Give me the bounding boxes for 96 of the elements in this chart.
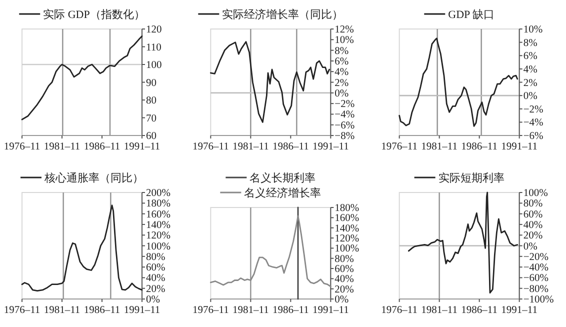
legend-label: GDP 缺口: [448, 8, 495, 21]
y-tick-label: 180%: [146, 198, 171, 210]
y-tick-label: 140%: [334, 223, 360, 234]
line-series: [408, 192, 518, 294]
x-tick-label: 1976–11: [4, 142, 40, 152]
legend-label: 名义经济增长率: [244, 186, 322, 200]
x-tick-label: 1976–11: [192, 142, 229, 152]
x-tick-label: 1981–11: [421, 142, 458, 152]
y-tick-label: 90: [146, 78, 156, 89]
y-tick-label: −60%: [523, 273, 549, 284]
y-tick-label: 0%: [523, 241, 538, 252]
y-tick-label: 80%: [334, 254, 354, 265]
y-tick-label: 12%: [334, 24, 354, 36]
x-tick-label: 1981–11: [421, 305, 458, 316]
y-tick-label: 180%: [334, 203, 360, 214]
legend-label: 实际经济增长率（同比）: [222, 8, 344, 21]
y-tick-label: 0%: [334, 88, 349, 100]
x-tick-label: 1991–11: [501, 305, 538, 316]
y-tick-label: 100%: [523, 188, 548, 199]
y-tick-label: −2%: [334, 99, 355, 110]
y-tick-label: −2%: [523, 104, 544, 116]
y-tick-label: 4%: [523, 64, 538, 76]
y-tick-label: 40%: [146, 273, 166, 284]
y-tick-label: 40%: [523, 220, 543, 231]
x-tick-label: 1986–11: [272, 305, 309, 316]
y-tick-label: 8%: [334, 46, 349, 57]
line-series: [210, 215, 332, 288]
y-tick-label: 0%: [146, 294, 160, 306]
y-tick-label: −40%: [523, 262, 549, 274]
y-tick-label: 2%: [334, 78, 349, 89]
y-tick-label: 40%: [334, 274, 354, 286]
y-tick-label: 8%: [523, 38, 538, 49]
y-tick-label: −80%: [523, 284, 549, 295]
y-tick-label: 100: [146, 60, 162, 71]
y-tick-label: −6%: [334, 120, 355, 132]
x-tick-label: 1991–11: [501, 142, 538, 152]
y-tick-label: 6%: [334, 56, 349, 68]
line-series: [21, 204, 143, 292]
x-tick-label: 1981–11: [44, 305, 80, 316]
x-tick-label: 1991–11: [124, 142, 160, 152]
y-tick-label: 0%: [334, 294, 349, 306]
y-tick-label: 20%: [334, 284, 354, 296]
y-tick-label: 120%: [146, 230, 171, 242]
x-tick-label: 1991–11: [312, 305, 349, 316]
x-tick-label: 1991–11: [312, 142, 349, 152]
x-tick-label: 1981–11: [232, 142, 269, 152]
y-tick-label: 80: [146, 96, 156, 106]
y-tick-label: 100%: [334, 244, 360, 255]
y-tick-label: 20%: [523, 230, 543, 242]
y-tick-label: −6%: [523, 131, 544, 142]
x-tick-label: 1976–11: [381, 142, 418, 152]
y-tick-label: 10%: [334, 35, 354, 46]
y-tick-label: 70: [146, 113, 156, 124]
y-tick-label: 110: [146, 42, 162, 54]
x-tick-label: 1986–11: [84, 305, 120, 316]
y-tick-label: 10%: [523, 24, 543, 36]
y-tick-label: 4%: [334, 67, 349, 78]
y-tick-label: −20%: [523, 252, 549, 263]
y-tick-label: 160%: [334, 213, 360, 224]
y-tick-label: 140%: [146, 220, 171, 231]
y-tick-label: 60: [146, 131, 156, 142]
x-tick-label: 1986–11: [461, 305, 498, 316]
y-tick-label: 60%: [334, 264, 354, 275]
y-tick-label: 120%: [334, 234, 360, 244]
y-tick-label: −100%: [523, 294, 554, 306]
y-tick-label: 6%: [523, 51, 538, 62]
y-tick-label: −4%: [334, 110, 355, 121]
line-series: [21, 35, 143, 120]
y-tick-label: 60%: [523, 209, 543, 220]
y-tick-label: 80%: [146, 252, 166, 263]
x-tick-label: 1976–11: [192, 305, 229, 316]
line-series: [210, 41, 330, 123]
legend-label: 名义长期利率: [250, 172, 316, 184]
x-tick-label: 1976–11: [381, 305, 418, 316]
x-tick-label: 1986–11: [84, 142, 120, 152]
y-tick-label: 2%: [523, 78, 538, 89]
legend-label: 实际 GDP（指数化）: [43, 8, 145, 21]
y-tick-label: −8%: [334, 131, 355, 142]
legend-label: 实际短期利率: [438, 172, 504, 184]
y-tick-label: 0%: [523, 91, 538, 102]
y-tick-label: 200%: [146, 188, 171, 199]
y-tick-label: 80%: [523, 198, 543, 210]
y-tick-label: 100%: [146, 241, 171, 252]
x-tick-label: 1986–11: [461, 142, 498, 152]
y-tick-label: 60%: [146, 262, 166, 274]
y-tick-label: 160%: [146, 209, 171, 220]
x-tick-label: 1981–11: [44, 142, 80, 152]
x-tick-label: 1981–11: [232, 305, 269, 316]
line-series: [398, 38, 518, 127]
x-tick-label: 1976–11: [4, 305, 40, 316]
y-tick-label: 120: [146, 24, 162, 36]
y-tick-label: −4%: [523, 118, 544, 129]
x-tick-label: 1991–11: [124, 305, 160, 316]
legend-label: 核心通胀率（同比）: [44, 172, 144, 184]
y-tick-label: 20%: [146, 284, 166, 295]
x-tick-label: 1986–11: [272, 142, 309, 152]
